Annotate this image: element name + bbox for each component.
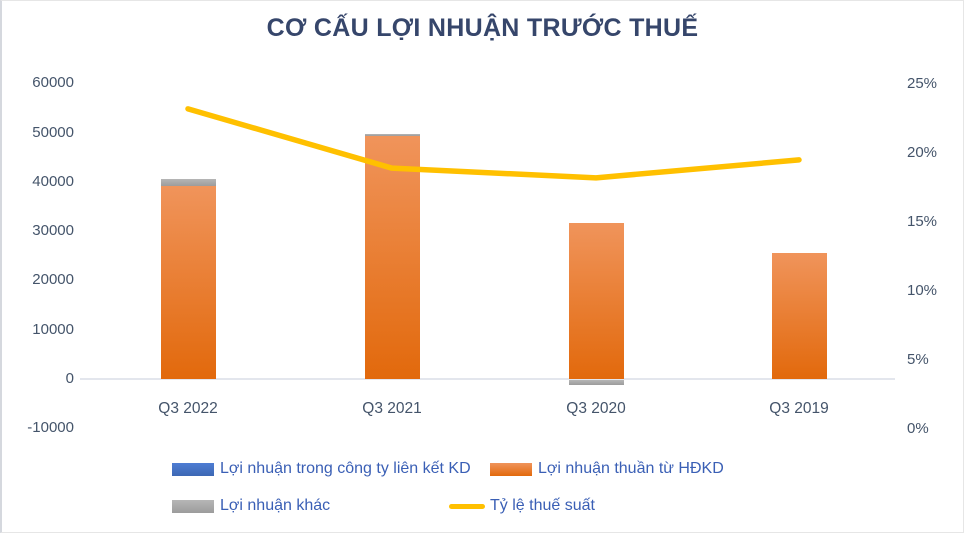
legend-item-ty-le-thue-suat: Tỷ lệ thuế suất bbox=[449, 497, 595, 515]
legend-item-hdkd: Lợi nhuận thuần từ HĐKD bbox=[490, 460, 724, 478]
bar-segment bbox=[364, 134, 420, 137]
y-axis-left-tick: 20000 bbox=[32, 271, 74, 289]
tax-rate-line bbox=[185, 106, 802, 181]
y-axis-right-tick: 10% bbox=[907, 282, 938, 299]
bar-segment bbox=[771, 253, 827, 379]
bar-segment bbox=[568, 380, 624, 386]
legend-swatch-blue bbox=[172, 462, 214, 476]
y-axis-right-tick: 0% bbox=[907, 420, 929, 437]
y-axis-left-tick: 60000 bbox=[32, 74, 74, 92]
x-axis-label: Q3 2019 bbox=[769, 400, 829, 417]
x-axis-label: Q3 2022 bbox=[158, 400, 218, 417]
bar-segment bbox=[364, 136, 420, 379]
legend-swatch-gray bbox=[172, 499, 214, 513]
y-axis-right-tick: 15% bbox=[907, 213, 938, 230]
legend-item-lien-ket-kd: Lợi nhuận trong công ty liên kết KD bbox=[172, 460, 471, 478]
bar-segment bbox=[160, 186, 216, 379]
legend-label-lien-ket-kd: Lợi nhuận trong công ty liên kết KD bbox=[220, 460, 471, 477]
x-axis-label: Q3 2021 bbox=[362, 400, 422, 417]
y-axis-right-tick: 25% bbox=[907, 75, 938, 92]
chart-title: CƠ CẤU LỢI NHUẬN TRƯỚC THUẾ bbox=[266, 14, 699, 42]
legend-label-loi-nhuan-khac: Lợi nhuận khác bbox=[220, 497, 331, 514]
legend-item-loi-nhuan-khac: Lợi nhuận khác bbox=[172, 497, 330, 515]
legend-label-hdkd: Lợi nhuận thuần từ HĐKD bbox=[538, 460, 724, 477]
y-axis-left-tick: 10000 bbox=[32, 320, 74, 338]
y-axis-left-tick: -10000 bbox=[27, 419, 74, 437]
y-axis-right-tick: 5% bbox=[907, 351, 929, 368]
bar-segment bbox=[568, 222, 624, 379]
y-axis-left-tick: 50000 bbox=[32, 123, 74, 141]
x-axis-label: Q3 2020 bbox=[566, 400, 626, 417]
y-axis-right-tick: 20% bbox=[907, 144, 938, 161]
bar-segment bbox=[160, 178, 216, 187]
y-axis-left-tick: 30000 bbox=[32, 222, 74, 240]
y-axis-left-tick: 40000 bbox=[32, 172, 74, 190]
legend-swatch-orange bbox=[490, 462, 532, 476]
legend-label-ty-le-thue-suat: Tỷ lệ thuế suất bbox=[490, 497, 595, 514]
legend-swatch-yellow-line bbox=[449, 503, 485, 509]
zero-gridline bbox=[80, 377, 895, 380]
y-axis-left-tick: 0 bbox=[65, 370, 74, 387]
